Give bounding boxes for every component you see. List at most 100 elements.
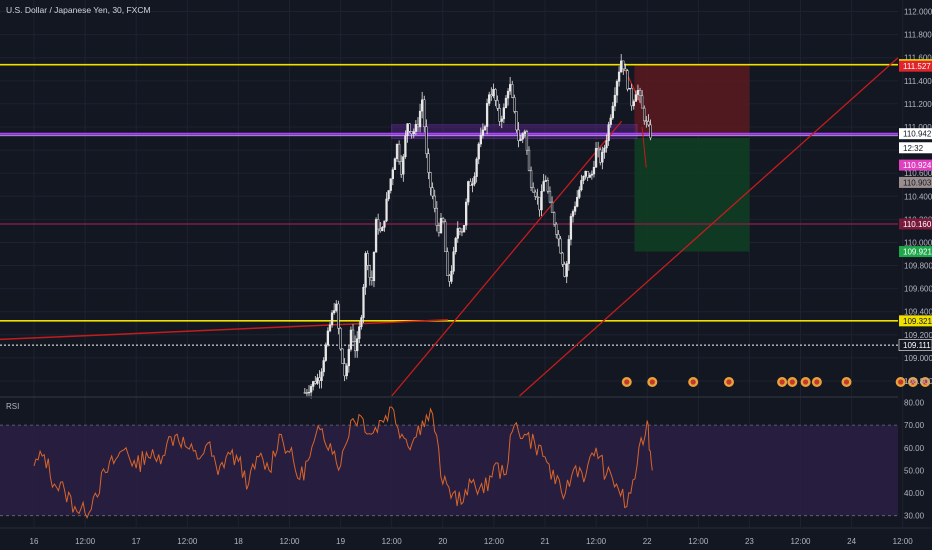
price-tag-label: 110.924 [903, 161, 932, 170]
candle-body [410, 131, 413, 135]
event-flag-icon [800, 377, 811, 387]
price-tags: 111.540111.527110.94212:32110.924110.903… [898, 59, 932, 351]
candle-body [573, 206, 577, 212]
candle-body [421, 99, 424, 112]
candle-body [607, 124, 610, 142]
candle-body [628, 88, 631, 90]
rsi-tick-label: 50.00 [904, 466, 925, 475]
candle-body [576, 197, 579, 207]
candle-body [582, 175, 585, 181]
candle-body [561, 252, 564, 265]
candle-body [485, 103, 489, 127]
candle-body [324, 344, 327, 361]
price-tag-bg [899, 60, 932, 72]
candle-body [416, 124, 420, 128]
time-tick-label: 17 [132, 537, 141, 546]
candle-body [330, 312, 334, 326]
candle-body [525, 131, 529, 151]
candle-body [571, 211, 575, 217]
event-flag-icon [910, 379, 916, 385]
time-tick-label: 21 [541, 537, 550, 546]
candle-body [351, 329, 355, 342]
rsi-tick-label: 70.00 [904, 421, 925, 430]
price-tag: 110.924 [899, 159, 932, 171]
candle-body [527, 149, 531, 171]
price-tag-bg [899, 246, 932, 258]
candle-body [414, 124, 418, 132]
candle-body [521, 133, 524, 140]
candle-body [538, 197, 541, 211]
candle-body [492, 89, 495, 97]
candle-body [517, 129, 520, 141]
candle-body [584, 170, 587, 177]
consolidation-zone [391, 124, 638, 140]
price-tick-label: 111.800 [904, 31, 932, 40]
candle-body [412, 131, 415, 135]
event-flag-icon [723, 377, 734, 387]
candle-body [594, 148, 598, 168]
candle-body [312, 381, 315, 387]
price-tag-label: 110.942 [903, 130, 932, 139]
price-tick-label: 110.600 [904, 169, 932, 178]
time-axis[interactable]: 16 12:00 17 12:00 18 12:00 19 12:00 20 12:00 21 12:… [0, 527, 932, 546]
price-tick-label: 108.800 [904, 377, 932, 386]
candle-body [640, 95, 644, 109]
candle-body [458, 228, 462, 232]
candle-body [460, 231, 464, 233]
candle-body [318, 377, 321, 381]
price-tick-label: 111.200 [904, 100, 932, 109]
candle-body [362, 286, 365, 318]
candle-body [559, 238, 562, 254]
candle-body [534, 191, 537, 197]
price-tick-label: 110.000 [904, 238, 932, 247]
candle-body [611, 105, 614, 119]
candle-body [385, 198, 388, 222]
candle-body [529, 170, 533, 188]
candle-body [335, 303, 338, 311]
candle-body [402, 156, 405, 175]
candle-body [471, 183, 474, 186]
candle-body [452, 251, 455, 272]
price-tag-label: 12:32 [903, 144, 924, 153]
candle-body [513, 97, 516, 112]
candle-body [441, 218, 445, 222]
time-tick-label: 12:00 [75, 537, 96, 546]
price-axis[interactable]: 112.000 111.800 111.600 111.400 111.200 111.0… [904, 8, 932, 521]
event-flag-icon [843, 379, 850, 385]
candle-body [555, 223, 558, 235]
candle-body [615, 81, 619, 96]
price-tag: 111.527 [899, 60, 932, 72]
candle-body [488, 94, 491, 104]
event-flag-icon [621, 377, 632, 387]
price-tick-label: 109.600 [904, 285, 932, 294]
candle-body [435, 207, 438, 226]
chart-title: U.S. Dollar / Japanese Yen, 30, FXCM [6, 5, 151, 15]
candle-body [511, 84, 514, 98]
candle-body [406, 123, 409, 136]
candle-body [381, 227, 384, 232]
candle-body [506, 90, 510, 99]
candle-body [557, 234, 560, 240]
price-tag-bg [899, 159, 932, 171]
candle-body [544, 180, 547, 182]
time-tick-label: 22 [643, 537, 652, 546]
stop-loss-zone [634, 64, 750, 136]
candle-body [393, 158, 397, 170]
price-tag: 110.160 [899, 218, 932, 230]
candle-body [465, 201, 468, 226]
rsi-line [33, 406, 653, 519]
candle-body [502, 107, 506, 120]
time-tick-label: 12:00 [177, 537, 198, 546]
candle-body [548, 190, 552, 203]
candle-body [462, 225, 466, 233]
candle-body [519, 138, 522, 141]
candle-body [395, 143, 399, 160]
take-profit-zone [634, 137, 750, 252]
candle-body [400, 161, 403, 175]
price-tick-label: 112.000 [904, 8, 932, 17]
time-tick-label: 19 [336, 537, 345, 546]
event-flag-icon [690, 379, 696, 385]
candle-body [370, 277, 374, 282]
candle-body [316, 377, 319, 384]
